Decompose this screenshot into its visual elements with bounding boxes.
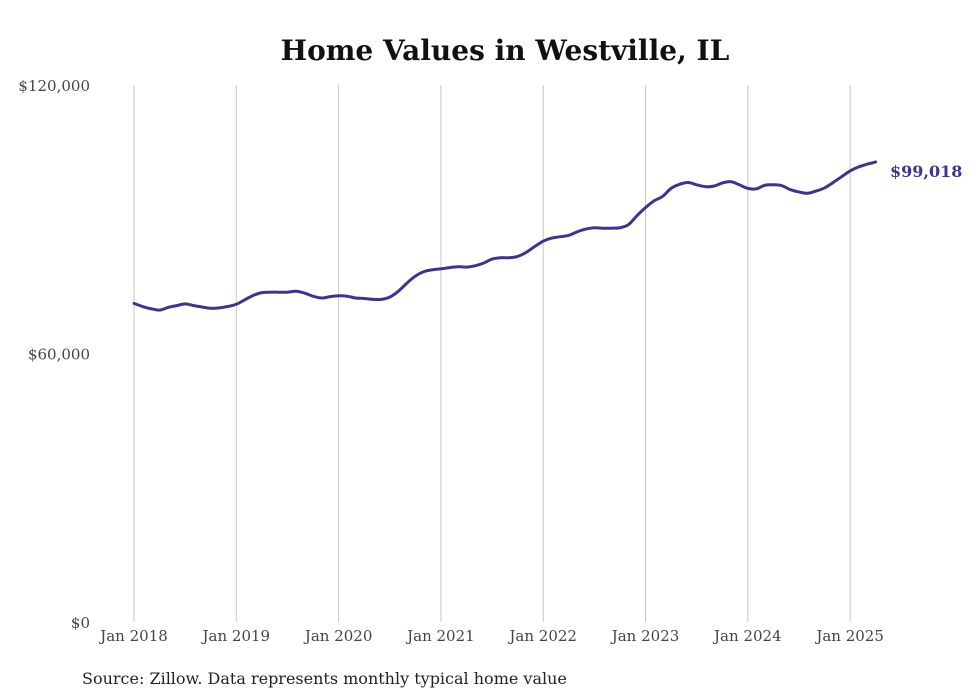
- x-tick-label: Jan 2023: [610, 627, 680, 645]
- x-tick-label: Jan 2021: [405, 627, 475, 645]
- y-tick-label: $60,000: [28, 346, 90, 364]
- x-tick-label: Jan 2020: [303, 627, 373, 645]
- gridlines: [133, 85, 851, 622]
- x-tick-label: Jan 2024: [712, 627, 782, 645]
- y-axis: $0 $60,000 $120,000: [18, 77, 90, 632]
- chart-title: Home Values in Westville, IL: [281, 34, 730, 67]
- y-tick-label: $0: [71, 614, 90, 632]
- plot-area: [132, 160, 878, 312]
- x-axis: Jan 2018 Jan 2019 Jan 2020 Jan 2021 Jan 2022…: [98, 627, 884, 645]
- home-value-line: [132, 160, 878, 312]
- x-tick-label: Jan 2019: [201, 627, 271, 645]
- end-value-label: $99,018: [890, 162, 962, 181]
- source-note: Source: Zillow. Data represents monthly …: [82, 669, 567, 688]
- x-tick-label: Jan 2022: [507, 627, 577, 645]
- x-tick-label: Jan 2018: [98, 627, 168, 645]
- x-tick-label: Jan 2025: [814, 627, 884, 645]
- y-tick-label: $120,000: [18, 77, 90, 95]
